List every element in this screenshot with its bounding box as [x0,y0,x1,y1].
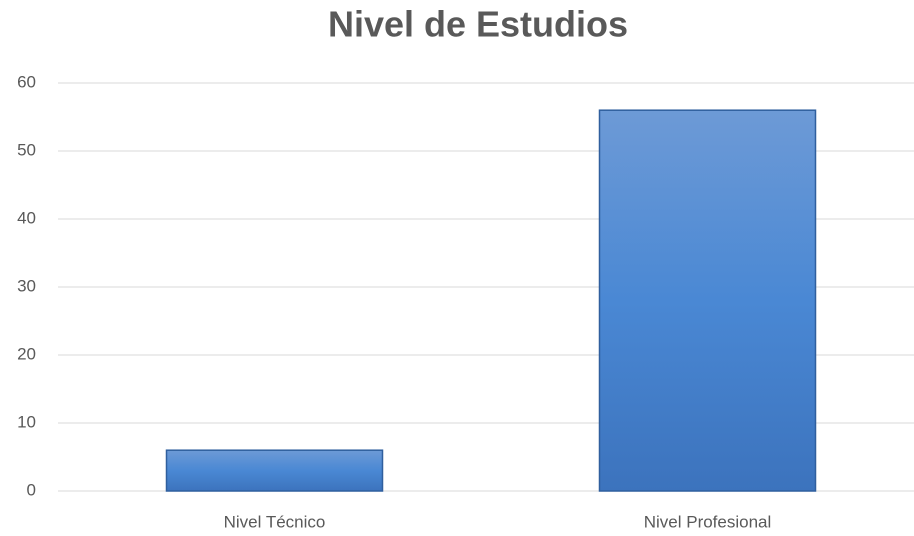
x-tick-label: Nivel Técnico [224,512,326,531]
bar [598,109,817,492]
y-tick-label: 0 [27,480,36,499]
y-tick-label: 20 [17,344,36,363]
y-tick-label: 10 [17,412,36,431]
y-tick-label: 50 [17,140,36,159]
y-tick-label: 60 [17,72,36,91]
y-tick-label: 30 [17,276,36,295]
x-tick-label: Nivel Profesional [644,512,772,531]
y-tick-label: 40 [17,208,36,227]
chart-title: Nivel de Estudios [328,4,628,45]
bar [165,449,384,492]
